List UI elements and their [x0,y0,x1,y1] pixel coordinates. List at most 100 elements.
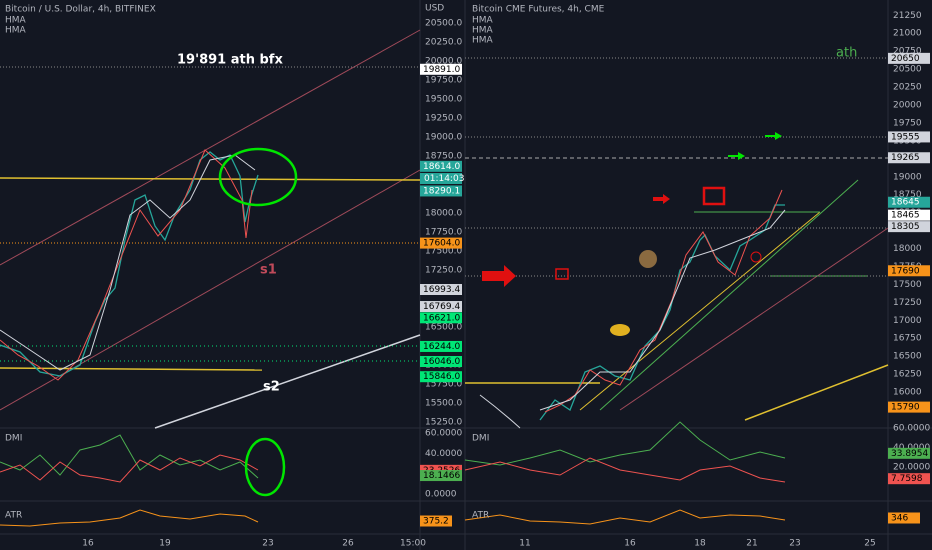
right-drawings [464,57,889,525]
price-axis-label: 18000 [893,244,922,254]
price-tag-label: 15846.0 [423,372,460,382]
atr-tag-label: 346 [891,514,908,524]
price-axis-label: 19000 [893,172,922,182]
annotation: 19'891 ath bfx [177,53,283,68]
price-tag-label: 18645 [891,198,920,208]
price-axis-label: 20000.0 [425,57,462,67]
dmi-title: DMI [5,434,22,444]
dmi-title: DMI [472,434,489,444]
price-tag [888,221,930,233]
dmi-axis-label: 60.0000 [425,429,462,439]
left-drawings [0,29,421,527]
price-axis-label: 19000.0 [425,133,462,143]
time-axis-label: 25 [864,539,875,549]
price-axis-label: 15500.0 [425,399,462,409]
dmi-axis-label: 60.0000 [893,424,930,434]
price-axis-label: 19500.0 [425,95,462,105]
time-axis-label: 11 [519,539,530,549]
price-axis-label: 20500.0 [425,19,462,29]
currency-label: USD [425,4,444,14]
countdown-tag [420,173,462,184]
indicator-name: HMA [5,26,27,36]
atr-title: ATR [5,511,22,521]
countdown: 01:14:03 [424,174,464,184]
price-axis-label: 19250.0 [425,114,462,124]
price-tag [420,160,462,172]
price-axis-label: 20000 [893,101,922,111]
chart-title: Bitcoin CME Futures, 4h, CME [472,5,605,15]
price-tag [888,196,930,208]
price-tag-label: 19891.0 [423,65,460,75]
time-axis-label: 19 [159,539,171,549]
price-tag-label: 19555 [891,132,920,142]
price-tag-label: 17690 [891,266,920,276]
price-tag-label: 16244.0 [423,342,460,352]
price-axis-label: 16500.0 [425,323,462,333]
atr-tag-label: 375.2 [423,517,449,527]
dmi-tag [420,470,462,482]
dmi-axis-label: 40.0000 [425,449,462,459]
price-axis-label: 15750.0 [425,380,462,390]
time-axis-label: 16 [82,539,94,549]
time-axis-label: 26 [342,539,354,549]
price-tag [420,371,462,383]
indicator-name: HMA [5,16,27,26]
price-tag [888,265,930,277]
dmi-tag-label: 33.8954 [891,449,928,459]
price-tag-label: 16769.4 [423,302,460,312]
dmi-axis-label: 20.0000 [893,462,930,472]
price-axis-label: 18750.0 [425,152,462,162]
time-axis-label: 23 [262,539,273,549]
dmi-tag [888,447,930,459]
time-axis-label: 21 [746,539,757,549]
price-axis-label: 18750 [893,190,922,200]
price-axis-label: 20500 [893,65,922,75]
price-axis-label: 21000 [893,29,922,39]
price-axis-label: 19750 [893,118,922,128]
dmi-tag [888,473,930,485]
price-tag-label: 15790 [891,403,920,413]
price-tag-label: 16046.0 [423,357,460,367]
price-tag-label: 18305 [891,222,920,232]
annotation: ath [836,46,857,61]
price-axis-label: 20250 [893,83,922,93]
atr-title: ATR [472,511,489,521]
price-tag-label: 18614.0 [423,162,460,172]
price-tag-label: 16993.4 [423,285,460,295]
annotation: s1 [260,263,277,278]
price-tag-label: 18465 [891,211,920,221]
dmi-tag-label: 7.7598 [891,474,923,484]
time-axis-label: 18 [694,539,706,549]
price-tag [888,152,930,164]
time-axis-label: 16 [624,539,636,549]
price-axis-label: 16500 [893,352,922,362]
price-axis-label: 17500.0 [425,247,462,257]
price-tag [420,185,462,197]
price-axis-label: 15250.0 [425,418,462,428]
price-axis-label: 17750.0 [425,228,462,238]
price-axis-label: 17250.0 [425,266,462,276]
price-axis-label: 16750 [893,334,922,344]
dmi-axis-label: 0.0000 [425,490,457,500]
price-tag [420,237,462,249]
atr-tag [420,515,452,527]
indicator-name: HMA [472,26,494,36]
price-tag [420,340,462,352]
indicator-name: HMA [472,36,494,46]
price-axis-label: 20250.0 [425,38,462,48]
atr-tag [888,512,920,524]
indicator-name: HMA [472,16,494,26]
price-axis-label: 16000 [893,388,922,398]
price-axis-label: 17250 [893,298,922,308]
price-axis-label: 17500 [893,280,922,290]
price-tag [888,131,930,143]
price-tag [420,356,462,368]
annotation: s2 [263,380,280,395]
price-tag-label: 20650 [891,54,920,64]
price-tag [420,63,462,75]
price-tag [420,301,462,313]
time-axis-label: 15:00 [400,539,426,549]
time-axis-label: 23 [789,539,800,549]
